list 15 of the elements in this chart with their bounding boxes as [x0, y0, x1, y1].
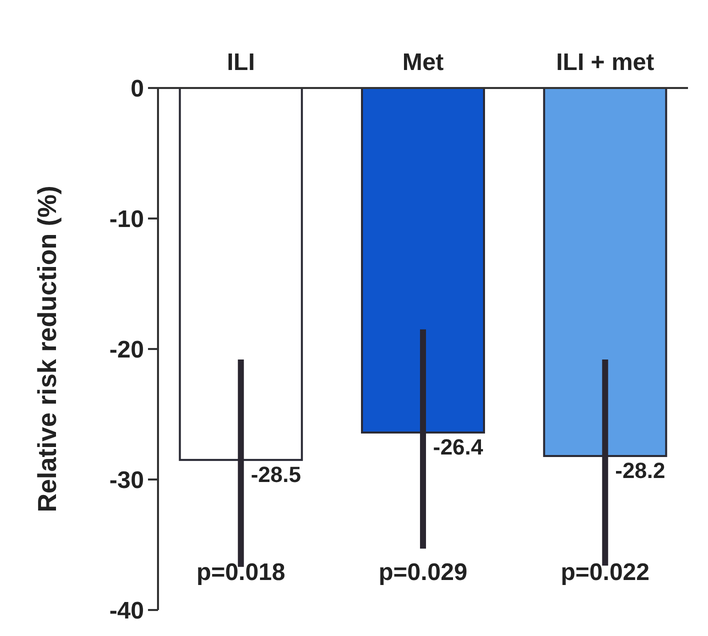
annotation: p=0.022: [560, 559, 650, 586]
y-tick-label: -10: [109, 206, 144, 233]
y-axis-title: Relative risk reduction (%): [32, 186, 62, 512]
data-label: -28.5: [250, 462, 302, 487]
y-tick-label: 0: [130, 75, 144, 102]
data-label: -26.4: [433, 434, 484, 460]
x-tick-label: ILI: [226, 49, 255, 76]
annotation: p=0.018: [196, 559, 286, 586]
x-tick-label: ILI + met: [556, 49, 654, 76]
annotation: p=0.029: [378, 559, 468, 586]
y-tick-label: -30: [109, 466, 144, 494]
y-tick-label: -20: [109, 336, 144, 364]
x-tick-label: Met: [402, 49, 444, 76]
data-label: -28.2: [615, 458, 666, 484]
y-tick-label: -40: [109, 597, 144, 624]
